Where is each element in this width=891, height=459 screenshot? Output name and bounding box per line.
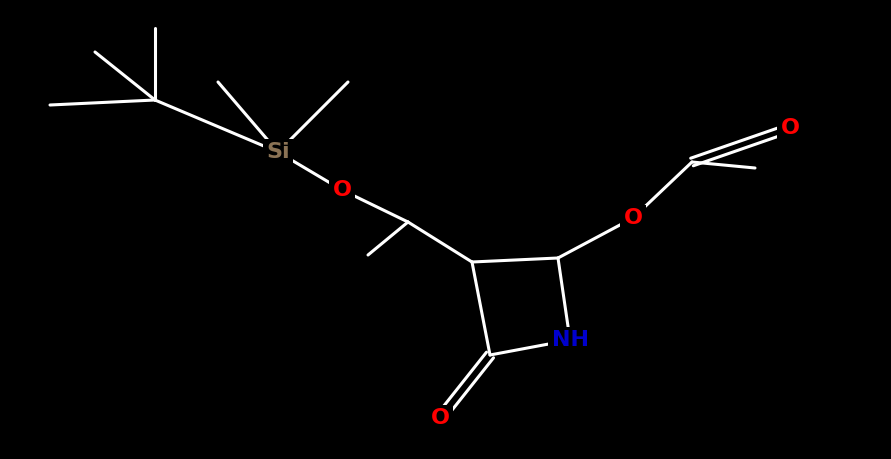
Text: O: O	[781, 118, 799, 138]
Text: Si: Si	[266, 142, 290, 162]
Text: O: O	[332, 180, 352, 200]
Text: O: O	[624, 208, 642, 228]
Text: O: O	[430, 408, 449, 428]
Text: NH: NH	[552, 330, 588, 350]
